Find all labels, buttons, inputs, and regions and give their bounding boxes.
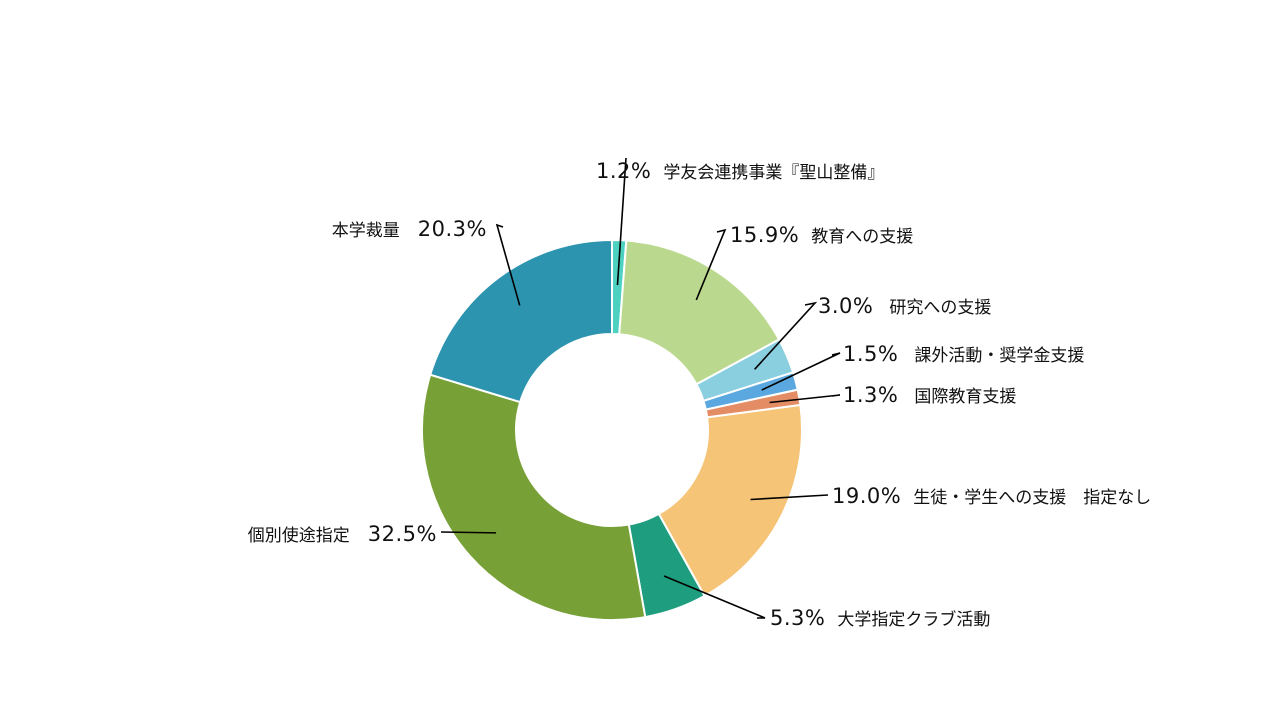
slice-label-club: 5.3% 大学指定クラブ活動 (770, 606, 990, 630)
leader-line (440, 531, 497, 534)
leader-lines-group (440, 157, 841, 619)
slice-label-student-support: 19.0% 生徒・学生への支援 指定なし (832, 484, 1151, 508)
leader-line (616, 157, 627, 286)
leader-line (663, 575, 766, 619)
donut-slice (657, 403, 803, 598)
slice-label-international: 1.3% 国際教育支援 (843, 383, 1016, 407)
slice-label-discretion: 本学裁量 20.3% (332, 217, 487, 241)
leader-line (750, 494, 829, 501)
slices-group (421, 238, 803, 621)
slice-label-gakuyukai: 1.2% 学友会連携事業『聖山整備』 (596, 159, 884, 183)
slice-label-extracurricular: 1.5% 課外活動・奨学金支援 (843, 342, 1084, 366)
slice-label-research: 3.0% 研究への支援 (818, 294, 991, 318)
leader-line (495, 223, 521, 306)
leader-line (695, 228, 727, 301)
donut-slice (428, 238, 613, 404)
donut-slice (421, 373, 647, 621)
donut-slice (618, 239, 781, 386)
leader-line (769, 394, 841, 404)
leader-line (761, 352, 841, 391)
slice-label-education: 15.9% 教育への支援 (730, 223, 913, 247)
slice-label-specific-use: 個別使途指定 32.5% (248, 522, 437, 546)
leader-line (754, 301, 818, 370)
